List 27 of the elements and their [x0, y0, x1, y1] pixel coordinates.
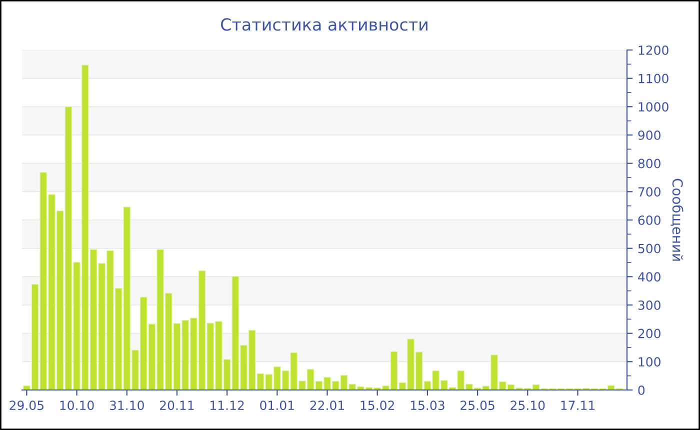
x-tick-label: 22.01	[310, 400, 344, 410]
y-tick-label: 1000	[638, 102, 668, 112]
y-axis-title: Сообщений	[670, 178, 684, 261]
y-tick-label: 400	[638, 272, 660, 282]
x-tick-label: 15.03	[410, 400, 444, 410]
x-tick-label: 01.01	[260, 400, 294, 410]
y-tick-label: 0	[638, 385, 645, 395]
y-tick-label: 300	[638, 300, 660, 310]
y-tick-label: 100	[638, 357, 660, 367]
y-tick-label: 1200	[638, 45, 668, 55]
x-tick-label: 15.02	[360, 400, 394, 410]
y-tick-label: 600	[638, 215, 660, 225]
x-tick-label: 20.11	[160, 400, 194, 410]
x-tick-label: 11.12	[210, 400, 244, 410]
chart-title: Статистика активности	[221, 18, 428, 31]
x-tick-label: 17.11	[561, 400, 594, 410]
x-tick-label: 29.05	[10, 400, 44, 410]
y-tick-label: 500	[638, 244, 660, 254]
x-tick-label: 10.10	[60, 400, 94, 410]
y-tick-label: 200	[638, 328, 660, 338]
x-tick-label: 31.10	[110, 400, 144, 410]
y-tick-label: 700	[638, 187, 660, 197]
y-tick-label: 1100	[638, 74, 668, 84]
y-tick-label: 800	[638, 158, 660, 168]
y-tick-label: 900	[638, 130, 660, 140]
x-tick-label: 25.10	[510, 400, 545, 410]
x-tick-label: 25.05	[460, 400, 494, 410]
